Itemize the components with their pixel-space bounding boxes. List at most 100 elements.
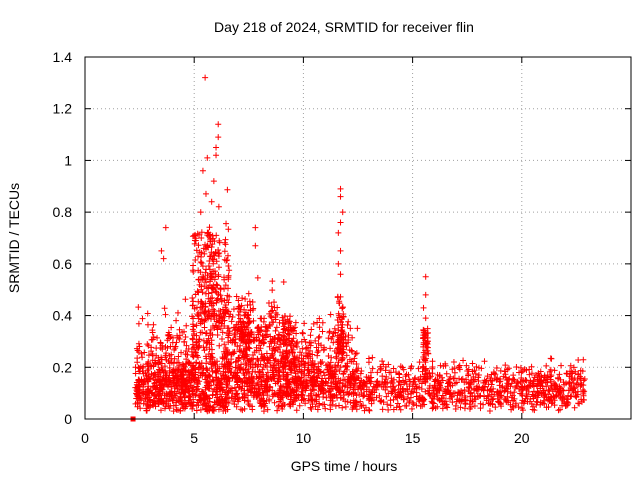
data-point bbox=[224, 376, 231, 383]
data-point bbox=[271, 340, 278, 347]
data-point bbox=[471, 367, 478, 374]
data-point bbox=[211, 324, 218, 331]
data-point bbox=[180, 372, 187, 379]
data-point bbox=[574, 377, 581, 384]
data-point bbox=[311, 369, 318, 376]
data-point bbox=[269, 350, 276, 357]
data-point bbox=[494, 395, 501, 402]
data-point bbox=[260, 318, 267, 325]
peak-point bbox=[422, 273, 429, 280]
data-point bbox=[325, 369, 332, 376]
data-point bbox=[396, 374, 403, 381]
data-point bbox=[201, 324, 208, 331]
data-point bbox=[331, 348, 338, 355]
data-point bbox=[224, 252, 231, 259]
data-point bbox=[348, 347, 355, 354]
data-point bbox=[214, 394, 221, 401]
data-point bbox=[416, 384, 423, 391]
data-point bbox=[361, 407, 368, 414]
data-point bbox=[444, 404, 451, 411]
data-point bbox=[296, 402, 303, 409]
data-point bbox=[389, 384, 396, 391]
data-point bbox=[196, 336, 203, 343]
data-point bbox=[353, 360, 360, 367]
data-point bbox=[138, 378, 145, 385]
data-point bbox=[189, 233, 196, 240]
data-point bbox=[424, 325, 431, 332]
data-point bbox=[178, 349, 185, 356]
data-point bbox=[472, 396, 479, 403]
data-point bbox=[195, 276, 202, 283]
data-point bbox=[238, 361, 245, 368]
tick-labels: 0 0.2 0.4 0.6 0.8 1 1.2 1.4 0 5 10 15 20 bbox=[53, 49, 530, 446]
data-point bbox=[244, 320, 251, 327]
data-point bbox=[247, 382, 254, 389]
data-point bbox=[524, 393, 531, 400]
peak-point bbox=[422, 291, 429, 298]
data-point bbox=[537, 378, 544, 385]
data-point bbox=[214, 331, 221, 338]
data-point bbox=[374, 382, 381, 389]
data-point bbox=[155, 361, 162, 368]
data-point bbox=[216, 342, 223, 349]
data-point bbox=[473, 363, 480, 370]
data-point bbox=[198, 286, 205, 293]
data-point bbox=[450, 358, 457, 365]
data-point bbox=[205, 385, 212, 392]
data-point bbox=[195, 253, 202, 260]
data-point bbox=[213, 281, 220, 288]
data-point bbox=[226, 328, 233, 335]
data-point bbox=[508, 406, 515, 413]
data-point bbox=[190, 328, 197, 335]
peak-point bbox=[213, 144, 220, 151]
data-point bbox=[578, 381, 585, 388]
data-point bbox=[185, 376, 192, 383]
data-point bbox=[511, 389, 518, 396]
data-point bbox=[208, 244, 215, 251]
data-point bbox=[390, 376, 397, 383]
peak-point bbox=[337, 219, 344, 226]
grid bbox=[85, 57, 631, 419]
data-point bbox=[420, 376, 427, 383]
data-point bbox=[410, 379, 417, 386]
data-point bbox=[292, 373, 299, 380]
data-point bbox=[216, 385, 223, 392]
data-point bbox=[271, 399, 278, 406]
data-point bbox=[365, 397, 372, 404]
data-point bbox=[248, 356, 255, 363]
data-point bbox=[383, 393, 390, 400]
data-point bbox=[328, 375, 335, 382]
data-point bbox=[264, 369, 271, 376]
data-point bbox=[551, 382, 558, 389]
data-point bbox=[340, 396, 347, 403]
data-point bbox=[249, 403, 256, 410]
data-point bbox=[272, 316, 279, 323]
data-point bbox=[201, 283, 208, 290]
data-point bbox=[267, 364, 274, 371]
data-point bbox=[351, 386, 358, 393]
data-point bbox=[210, 235, 217, 242]
data-point bbox=[235, 376, 242, 383]
data-point bbox=[203, 360, 210, 367]
data-point bbox=[464, 368, 471, 375]
peak-point bbox=[208, 198, 215, 205]
data-point bbox=[366, 406, 373, 413]
data-point bbox=[336, 402, 343, 409]
data-point bbox=[344, 398, 351, 405]
data-point bbox=[152, 395, 159, 402]
data-point bbox=[577, 383, 584, 390]
data-point bbox=[197, 269, 204, 276]
data-point bbox=[137, 405, 144, 412]
peak-point bbox=[280, 278, 287, 285]
data-point bbox=[280, 323, 287, 330]
peak-point bbox=[213, 152, 220, 159]
data-point bbox=[466, 405, 473, 412]
data-point bbox=[316, 400, 323, 407]
data-point bbox=[368, 400, 375, 407]
data-point bbox=[481, 383, 488, 390]
data-point bbox=[191, 376, 198, 383]
data-point bbox=[292, 342, 299, 349]
data-point bbox=[257, 400, 264, 407]
data-point bbox=[189, 402, 196, 409]
data-point bbox=[224, 350, 231, 357]
